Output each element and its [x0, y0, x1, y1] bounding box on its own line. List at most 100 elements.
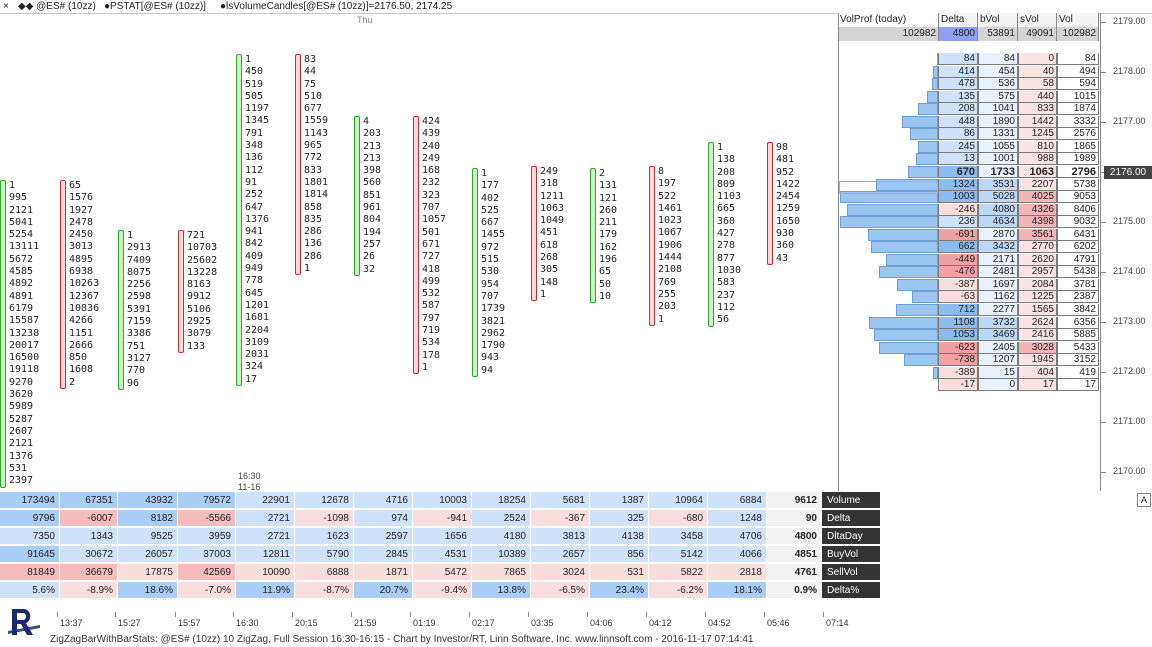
stats-cell: 1387 [590, 492, 649, 509]
zigzag-bar-3[interactable] [118, 230, 124, 390]
volprof-cell: 1874 [1057, 103, 1099, 116]
bar-volume-ladder: 1 177 402 525 667 1455 972 515 530 954 707 1739 3821… [481, 168, 505, 377]
stats-cell: 91645 [0, 546, 60, 563]
ladder-volume-value: 972 [481, 241, 500, 253]
close-icon[interactable]: × [3, 1, 9, 12]
zigzag-bar-14[interactable] [767, 142, 773, 265]
price-tick-label: 2175.00 [1113, 216, 1146, 226]
zigzag-bar-12[interactable] [649, 166, 655, 326]
volprof-header-cell[interactable]: bVol [978, 13, 1018, 27]
day-label: Thu [357, 15, 373, 25]
volume-profile-divider [838, 13, 839, 491]
ladder-volume-value: 240 [422, 140, 441, 152]
volprof-cell: 1162 [978, 291, 1018, 304]
price-tick-mark [1101, 122, 1106, 123]
ladder-volume-value: 2962 [481, 327, 506, 339]
ladder-volume-value: 9270 [9, 376, 34, 388]
volprof-cell: -738 [938, 354, 978, 367]
ladder-volume-value: 645 [245, 287, 264, 299]
volume-profile-bar [879, 266, 938, 279]
stats-cell: -7.0% [178, 582, 236, 599]
zigzag-bar-7[interactable] [354, 116, 360, 276]
ladder-volume-value: 43 [776, 252, 789, 264]
auto-scale-button[interactable]: A [1137, 493, 1151, 507]
ladder-volume-value: 257 [363, 238, 382, 250]
volprof-cell: 3152 [1057, 354, 1099, 367]
zigzag-bar-5[interactable] [236, 54, 242, 387]
ladder-volume-value: 1790 [481, 340, 506, 352]
ladder-volume-value: 12367 [69, 290, 100, 302]
price-axis[interactable]: 2179.00 2178.00 2177.00 2176.00 2175.00 2174.… [1100, 13, 1152, 491]
title-instrument[interactable]: ◆◆ @ES# (10zz) [18, 1, 96, 12]
stats-cell: 12811 [236, 546, 295, 563]
volprof-cell: 6431 [1057, 228, 1099, 241]
volprof-header-cell[interactable]: Vol [1057, 13, 1099, 27]
ladder-volume-value: 1 [422, 361, 429, 373]
time-axis[interactable]: 13:37 15:27 15:57 16:30 20:15 21:59 01:19 02:17… [0, 600, 1152, 647]
ladder-volume-value: 50 [599, 278, 612, 290]
volprof-cell: 86 [938, 128, 978, 141]
bar-volume-ladder: 98 481 952 1422 2454 1259 1650 930 360 43 [776, 142, 800, 265]
ladder-volume-value: 424 [422, 116, 441, 127]
ladder-volume-value: 2913 [127, 242, 152, 254]
volprof-cell: 1207 [978, 354, 1018, 367]
stats-cell: 1343 [60, 528, 118, 545]
bar-date-stamp: 11-16 [238, 482, 261, 492]
ladder-volume-value: 1376 [245, 213, 270, 225]
volprof-cell: 3732 [978, 316, 1018, 329]
price-tick-mark [1101, 272, 1106, 273]
ladder-volume-value: 1 [9, 180, 16, 191]
time-tick-mark [705, 612, 706, 617]
ladder-volume-value: 196 [599, 254, 618, 266]
volprof-cell: 1055 [978, 140, 1018, 153]
stats-cell: 20.7% [354, 582, 413, 599]
bar-volume-ladder: 249 318 1211 1063 1049 451 618 268 305 148 1 [540, 166, 564, 301]
stats-cell: 325 [590, 510, 649, 527]
ladder-volume-value: 1576 [69, 192, 94, 204]
volprof-cell: 1945 [1018, 354, 1057, 367]
zigzag-chart-area[interactable]: 1 995 2121 5041 5254 13111 5672 4585 4892 4891 617… [0, 14, 838, 492]
ladder-volume-value: 2598 [127, 291, 152, 303]
volprof-cell: 1890 [978, 115, 1018, 128]
volprof-cell: 3561 [1018, 228, 1057, 241]
ladder-volume-value: 213 [363, 140, 382, 152]
zigzag-bar-13[interactable] [708, 142, 714, 327]
ladder-volume-value: 4585 [9, 266, 34, 278]
zigzag-bar-10[interactable] [531, 166, 537, 302]
title-volume-candles[interactable]: ●lsVolumeCandles[@ES# (10zz)]=2176.50, 2… [220, 1, 453, 12]
zigzag-bar-4[interactable] [178, 230, 184, 353]
volprof-cell: 3432 [978, 241, 1018, 254]
ladder-volume-value: 4266 [69, 315, 94, 327]
ladder-volume-value: 707 [481, 290, 500, 302]
volprof-cell: 494 [1057, 65, 1099, 78]
volprof-cell: 2957 [1018, 266, 1057, 279]
volprof-cell: 17 [1018, 379, 1057, 392]
stats-cell: 10003 [413, 492, 472, 509]
ladder-volume-value: 954 [481, 278, 500, 290]
stats-cell: -6007 [60, 510, 118, 527]
price-tick-label: 2172.00 [1113, 366, 1146, 376]
volprof-header-cell[interactable]: Delta [939, 13, 978, 27]
zigzag-bar-8[interactable] [413, 116, 419, 375]
volprof-header-cell[interactable]: sVol [1018, 13, 1057, 27]
volume-profile-bar [902, 115, 938, 128]
ladder-volume-value: 177 [481, 180, 500, 192]
ladder-volume-value: 667 [481, 217, 500, 229]
zigzag-bar-2[interactable] [60, 180, 66, 390]
ladder-volume-value: 249 [422, 152, 441, 164]
volprof-cell: 4791 [1057, 253, 1099, 266]
volprof-cell: 536 [978, 78, 1018, 91]
volprof-header-cell[interactable]: VolProf (today) [838, 13, 939, 27]
ladder-volume-value: 13238 [9, 327, 40, 339]
zigzag-bar-1[interactable] [0, 180, 6, 488]
title-pstat[interactable]: ●PSTAT[@ES# (10zz)] [104, 1, 206, 12]
volprof-cell: 3781 [1057, 278, 1099, 291]
volume-profile-bar [869, 316, 938, 329]
stats-cell: 8182 [118, 510, 178, 527]
zigzag-bar-11[interactable] [590, 168, 596, 304]
zigzag-bar-9[interactable] [472, 168, 478, 378]
ladder-volume-value: 10703 [187, 242, 218, 254]
zigzag-bar-6[interactable] [295, 54, 301, 276]
ladder-volume-value: 1057 [422, 214, 447, 226]
ladder-volume-value: 136 [304, 238, 323, 250]
